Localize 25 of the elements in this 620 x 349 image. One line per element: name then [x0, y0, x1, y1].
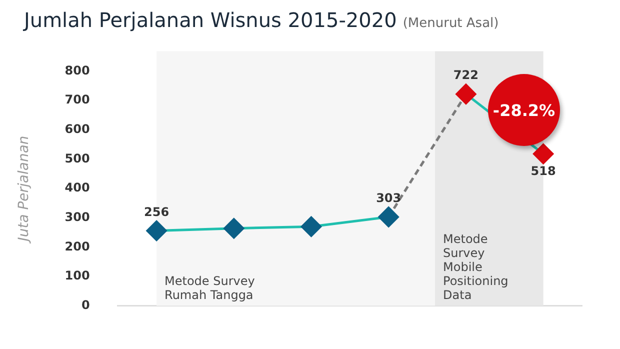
point [224, 218, 244, 239]
point [378, 206, 399, 228]
y-tick-label: 300 [64, 210, 90, 224]
point [456, 84, 476, 104]
y-tick-label: 500 [64, 151, 90, 166]
y-tick-label: 800 [64, 63, 90, 78]
annotation: Metode Survey Rumah Tangga [164, 274, 255, 302]
annotation: -28.2% [492, 100, 556, 120]
y-tick-label: 600 [64, 122, 90, 136]
data-label: 303 [376, 191, 402, 206]
y-tick-label: 400 [64, 180, 90, 195]
point [533, 144, 554, 164]
chart-subtitle: (Menurut Asal) [402, 16, 499, 31]
point [300, 216, 322, 237]
y-tick-label: 200 [64, 239, 90, 254]
y-tick-label: 0 [81, 298, 90, 312]
y-axis-title: Juta Perjalanan [16, 136, 32, 244]
data-label: 722 [453, 68, 478, 82]
y-tick-label: 100 [64, 268, 90, 283]
annotation: Metode Survey Mobile Positioning Data [443, 232, 508, 302]
y-tick-label: 700 [64, 92, 90, 107]
data-label: 518 [530, 164, 556, 178]
chart-title: Jumlah Perjalanan Wisnus 2015-2020 [24, 8, 397, 32]
point [146, 220, 167, 241]
data-label: 256 [144, 204, 170, 219]
